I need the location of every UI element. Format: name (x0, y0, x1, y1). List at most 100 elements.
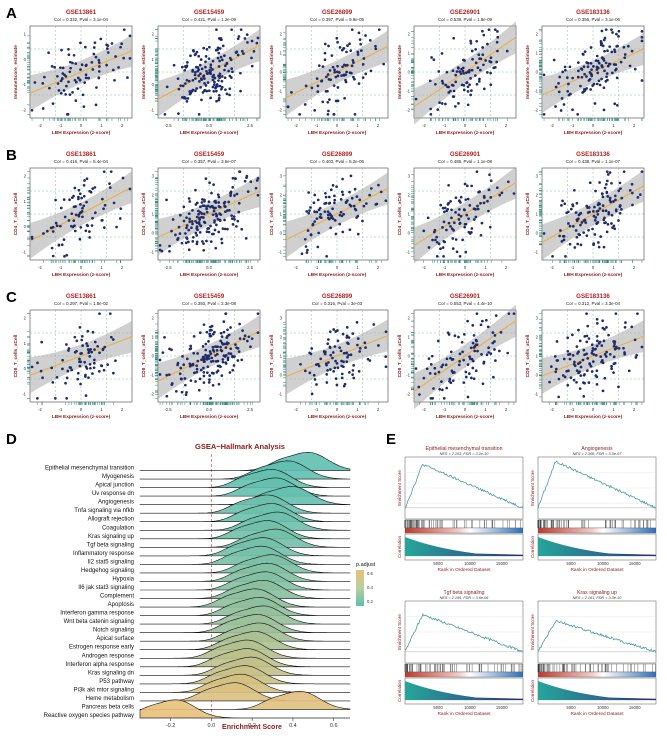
data-point (506, 351, 510, 355)
data-point (71, 90, 74, 94)
data-point (466, 363, 470, 366)
data-point (590, 343, 594, 347)
x-tick-label: 2.5 (247, 265, 253, 270)
data-point (342, 212, 345, 216)
data-point (414, 97, 418, 101)
confidence-band (542, 32, 644, 114)
data-point (72, 219, 76, 222)
data-point (351, 59, 355, 62)
data-point (70, 196, 74, 200)
data-point (384, 355, 388, 358)
data-point (226, 227, 229, 231)
data-point (335, 361, 339, 365)
x-tick-label: 2 (377, 265, 380, 270)
data-point (460, 83, 464, 87)
confidence-band (542, 169, 644, 261)
data-point (33, 81, 37, 84)
data-point (475, 170, 479, 174)
data-point (433, 366, 437, 370)
y-axis-label: ImmuneScore_estimate (397, 45, 403, 99)
data-point (484, 318, 488, 322)
data-point (59, 206, 63, 210)
data-point (593, 102, 597, 105)
data-point (457, 218, 461, 221)
data-point (322, 350, 326, 353)
data-point (468, 355, 471, 359)
x-axis-label: LBH Expression (z-score) (52, 130, 111, 136)
confidence-band (414, 166, 516, 264)
data-point (604, 183, 608, 186)
x-tick-label: 1 (612, 265, 615, 270)
data-point (377, 183, 380, 187)
x-axis-label: LBH Expression (z-score) (308, 414, 367, 420)
data-point (471, 323, 475, 327)
data-point (606, 195, 610, 198)
data-point (585, 75, 588, 78)
data-point (603, 353, 607, 356)
x-tick-label: 0 (336, 407, 339, 412)
ridge-label: Coagulation (102, 525, 134, 531)
plot-stats: Cor = 0.438, Pval = 1.1e-07 (566, 159, 620, 164)
data-point (466, 90, 470, 93)
data-point (109, 335, 113, 339)
data-point (599, 355, 603, 358)
data-point (315, 383, 318, 386)
data-point (217, 65, 221, 68)
data-point (105, 43, 108, 47)
data-point (374, 203, 378, 206)
data-point (355, 195, 359, 198)
y-tick-label: 1 (408, 212, 411, 217)
data-point (320, 79, 324, 83)
data-point (485, 353, 489, 357)
data-point (472, 377, 476, 381)
data-point (56, 82, 60, 85)
plot-title: GSE26899 (322, 9, 353, 16)
data-point (470, 89, 473, 92)
ridge-label: Kras signaling up (88, 534, 135, 540)
data-point (468, 232, 472, 235)
data-point (66, 369, 70, 373)
data-point (195, 221, 199, 225)
data-point (458, 222, 462, 226)
data-point (47, 51, 50, 55)
data-point (336, 40, 339, 44)
data-point (561, 374, 565, 377)
data-point (176, 236, 180, 240)
data-point (449, 224, 452, 228)
data-point (462, 71, 466, 75)
data-point (208, 68, 212, 72)
data-point (332, 84, 336, 88)
data-point (600, 344, 604, 347)
data-point (569, 376, 573, 380)
data-point (634, 356, 638, 359)
data-point (65, 343, 68, 346)
data-point (457, 335, 460, 339)
data-point (604, 61, 608, 65)
data-point (608, 196, 612, 200)
confidence-band (30, 320, 132, 394)
data-point (591, 347, 595, 350)
data-point (327, 78, 331, 81)
data-point (207, 57, 211, 61)
data-point (596, 221, 600, 224)
data-point (429, 112, 433, 116)
x-axis-label: LBH Expression (z-score) (52, 272, 111, 278)
data-point (553, 354, 557, 358)
data-point (217, 205, 221, 208)
data-point (489, 71, 492, 75)
data-point (602, 339, 606, 343)
data-point (79, 352, 82, 355)
data-point (446, 207, 450, 211)
data-point (209, 66, 213, 69)
data-point (486, 325, 490, 329)
data-point (61, 358, 64, 362)
data-point (588, 181, 592, 185)
y-tick-label: 2 (24, 316, 27, 321)
data-point (470, 68, 474, 72)
ridge-label: Estrogen response early (69, 645, 134, 651)
data-point (202, 46, 206, 50)
data-point (610, 181, 613, 185)
data-point (67, 219, 71, 222)
data-point (602, 59, 606, 62)
